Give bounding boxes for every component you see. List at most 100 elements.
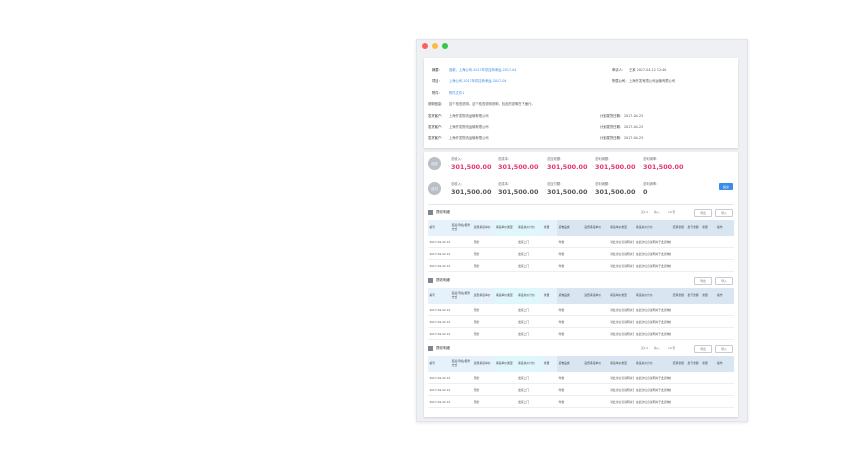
- table-cell: 件数: [557, 236, 583, 248]
- column-header[interactable]: 编号: [428, 220, 451, 236]
- table-row[interactable]: 2017-04-22 12:28 现金 送货上门 件数 对此次信息说明关于此货物的总体说…: [428, 395, 734, 408]
- table-cell: 在此次信息说明关于此货物的总体说明，在此次信息说明关于此货物的总体说明，: [634, 372, 672, 384]
- column-header[interactable]: 承运总价计价: [516, 356, 543, 372]
- table-cell: [582, 383, 609, 396]
- column-header[interactable]: 重量: [542, 220, 558, 236]
- column-header[interactable]: 承运总价计价: [634, 288, 672, 304]
- column-header[interactable]: 重量: [542, 356, 558, 372]
- table-cell: [700, 259, 716, 272]
- column-header[interactable]: 运费承运单价: [582, 356, 609, 372]
- table-cell: [542, 395, 558, 408]
- column-header[interactable]: 重量: [542, 288, 558, 304]
- import-button[interactable]: 导入: [715, 209, 733, 217]
- table-row[interactable]: 2017-04-22 12:28 现金 送货上门 件数 对此次信息说明关于此货物的总体说…: [428, 259, 734, 272]
- date-value: 2017-04-23: [624, 125, 644, 129]
- column-header[interactable]: 承运总价计价: [516, 288, 543, 304]
- page-info: 第1/1: [641, 346, 649, 350]
- table-cell: [671, 259, 687, 272]
- table-cell: [494, 247, 517, 260]
- column-header[interactable]: 装运/到站/服务方式: [450, 356, 473, 372]
- import-button[interactable]: 导入: [715, 345, 733, 353]
- table-row[interactable]: 2017-04-22 12:28 现金 送货上门 件数 对此次信息说明关于此货物的总体说…: [428, 327, 734, 340]
- column-header[interactable]: 货物品类: [557, 288, 583, 304]
- table-cell: [671, 327, 687, 340]
- column-header[interactable]: 货物品类: [557, 356, 583, 372]
- table-cell: 对此次信息说明关于此货物的总体说明，: [608, 304, 635, 316]
- payable-badge: 应付: [428, 182, 441, 195]
- maximize-window-button[interactable]: [442, 43, 448, 49]
- table-cell: [671, 236, 687, 248]
- column-header[interactable]: 承运总价计价: [634, 220, 672, 236]
- export-button[interactable]: 导出: [694, 209, 712, 217]
- column-header[interactable]: 承运单价类型: [608, 288, 635, 304]
- table-cell: 送货上门: [516, 372, 543, 384]
- column-header[interactable]: 结算金额: [671, 288, 687, 304]
- column-header[interactable]: 编号: [428, 356, 451, 372]
- minimize-window-button[interactable]: [432, 43, 438, 49]
- column-header[interactable]: 操作: [715, 288, 734, 304]
- column-header[interactable]: 运费承运单价: [472, 288, 495, 304]
- column-header[interactable]: 运费承运单价: [472, 356, 495, 372]
- summary-value: 301,500.00: [643, 163, 684, 171]
- close-window-button[interactable]: [422, 43, 428, 49]
- column-header[interactable]: 承运单价类型: [608, 356, 635, 372]
- table-cell: 件数: [557, 395, 583, 408]
- column-header[interactable]: 运费承运单价: [582, 220, 609, 236]
- table-row[interactable]: 2017-04-22 12:28 现金 送货上门 件数 对此次信息说明关于此货物的总体说…: [428, 383, 734, 396]
- date-label: 计划发货日期：: [600, 114, 624, 118]
- column-header[interactable]: 承运总价计价: [634, 356, 672, 372]
- column-header[interactable]: 承运单价类型: [494, 356, 517, 372]
- column-header[interactable]: 承运总价计价: [516, 220, 543, 236]
- summary-label: 总利润额：: [595, 182, 612, 186]
- table-cell: [582, 236, 609, 248]
- table-row[interactable]: 2017-04-22 12:28 现金 送货上门 件数 对此次信息说明关于此货物的总体说…: [428, 304, 734, 316]
- column-header[interactable]: 操作: [715, 220, 734, 236]
- table-cell: [450, 247, 473, 260]
- table-cell: [686, 259, 701, 272]
- import-button[interactable]: 导入: [715, 277, 733, 285]
- column-header[interactable]: 结算金额: [671, 220, 687, 236]
- export-button[interactable]: 导出: [694, 345, 712, 353]
- column-header[interactable]: 盈亏金额: [686, 220, 701, 236]
- table-cell: [494, 383, 517, 396]
- table-cell: [686, 327, 701, 340]
- table-cell: 送货上门: [516, 236, 543, 248]
- column-header[interactable]: 运费承运单价: [582, 288, 609, 304]
- export-button[interactable]: 导出: [694, 277, 712, 285]
- column-header[interactable]: 承运单价类型: [494, 220, 517, 236]
- column-header[interactable]: 承运单价类型: [608, 220, 635, 236]
- data-table: 编号 装运/到站/服务方式 运费承运单价 承运单价类型 承运总价计价 重量 货物品类 运费承运…: [428, 220, 734, 272]
- table-row[interactable]: 2017-04-22 12:28 现金 送货上门 件数 对此次信息说明关于此货物的总体说…: [428, 236, 734, 248]
- column-header[interactable]: 运费承运单价: [472, 220, 495, 236]
- column-header[interactable]: 重量: [700, 356, 716, 372]
- column-header[interactable]: 装运/到站/服务方式: [450, 288, 473, 304]
- column-header[interactable]: 操作: [715, 356, 734, 372]
- project-link[interactable]: 上海公司-2017年供应商承运-2017-04: [449, 79, 507, 83]
- table-cell: 在此次信息说明关于此货物的总体说明，在此次信息说明关于此货物的总体说明，: [634, 327, 672, 340]
- table-cell: [686, 247, 701, 260]
- column-header[interactable]: 编号: [428, 288, 451, 304]
- note-value: 这个检查说明，这个检查说明说明，包含的说明在下面行。: [449, 102, 535, 106]
- page-size-value[interactable]: 10/页: [668, 346, 676, 350]
- submit-button[interactable]: 提交: [719, 183, 733, 190]
- summary-value: 301,500.00: [498, 188, 539, 196]
- column-header[interactable]: 盈亏金额: [686, 288, 701, 304]
- table-row[interactable]: 2017-04-22 12:28 现金 送货上门 件数 对此次信息说明关于此货物的总体说…: [428, 247, 734, 260]
- summary-value: 301,500.00: [547, 188, 588, 196]
- table-cell: [542, 372, 558, 384]
- column-header[interactable]: 装运/到站/服务方式: [450, 220, 473, 236]
- table-row[interactable]: 2017-04-22 12:28 现金 送货上门 件数 对此次信息说明关于此货物的总体说…: [428, 372, 734, 384]
- table-cell: 2017-04-22 12:28: [428, 236, 451, 248]
- column-header[interactable]: 重量: [700, 288, 716, 304]
- column-header[interactable]: 结算金额: [671, 356, 687, 372]
- summary-link[interactable]: 回款，上海公司-2017年供应商承运-2017-04: [449, 68, 517, 72]
- column-header[interactable]: 货物品类: [557, 220, 583, 236]
- table-cell: [700, 315, 716, 328]
- column-header[interactable]: 重量: [700, 220, 716, 236]
- column-header[interactable]: 承运单价类型: [494, 288, 517, 304]
- page-size-value[interactable]: 10/页: [668, 210, 676, 214]
- table-cell: 件数: [557, 315, 583, 328]
- column-header[interactable]: 盈亏金额: [686, 356, 701, 372]
- attachment-link[interactable]: 附件文件1: [449, 91, 465, 95]
- table-row[interactable]: 2017-04-22 12:28 现金 送货上门 件数 对此次信息说明关于此货物的总体说…: [428, 315, 734, 328]
